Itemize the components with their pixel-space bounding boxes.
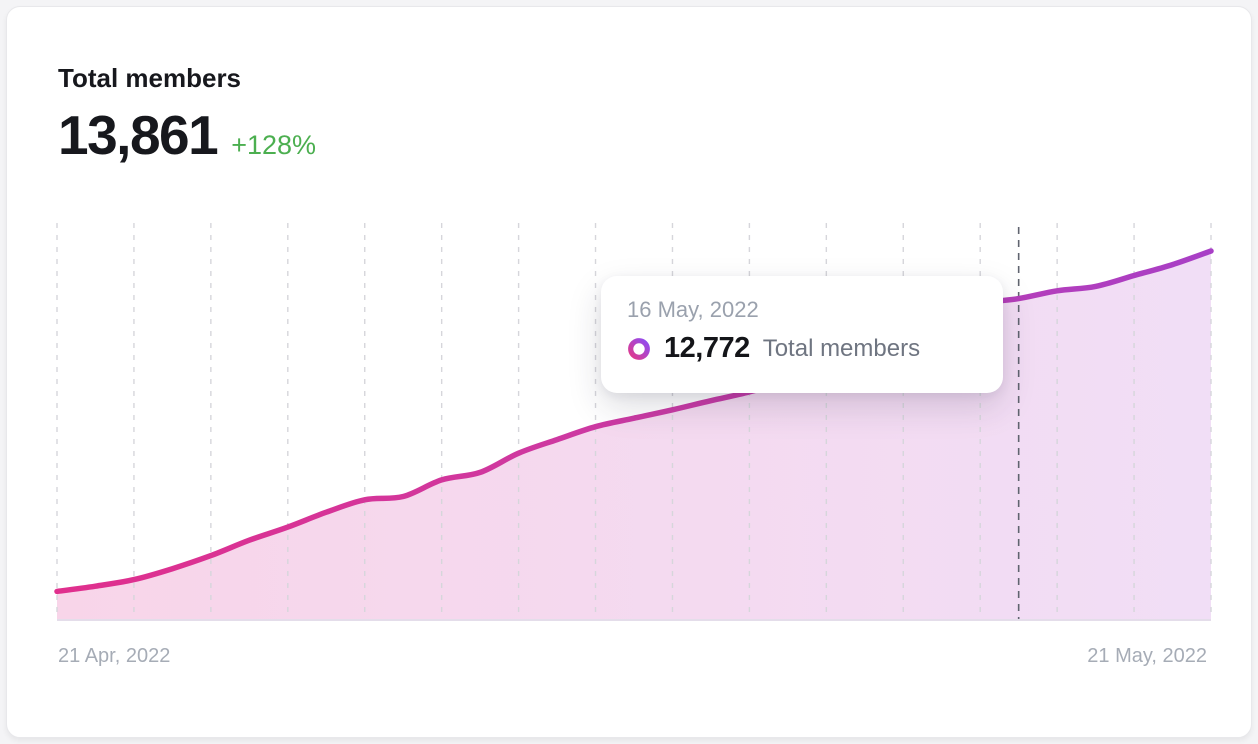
metric-value: 13,861 xyxy=(58,104,219,166)
card-title: Total members xyxy=(58,63,242,93)
tooltip-series-label: Total members xyxy=(762,334,921,362)
total-members-card: Total members 13,861 +128% 16 May, 2022 … xyxy=(6,6,1252,738)
series-marker-ring-icon xyxy=(628,337,650,360)
tooltip-row: 12,772 Total members xyxy=(627,332,977,365)
card-header: Total members 13,861 +128% xyxy=(58,63,316,163)
metric-row: 13,861 +128% xyxy=(58,108,316,163)
chart-tooltip: 16 May, 2022 12,772 Total members xyxy=(601,276,1003,393)
x-axis-start-label: 21 Apr, 2022 xyxy=(58,645,171,667)
metric-delta-badge: +128% xyxy=(231,130,317,160)
tooltip-value: 12,772 xyxy=(664,332,750,365)
series-line xyxy=(54,248,1214,595)
x-axis-end-label: 21 May, 2022 xyxy=(1087,645,1207,667)
tooltip-date: 16 May, 2022 xyxy=(627,297,759,322)
